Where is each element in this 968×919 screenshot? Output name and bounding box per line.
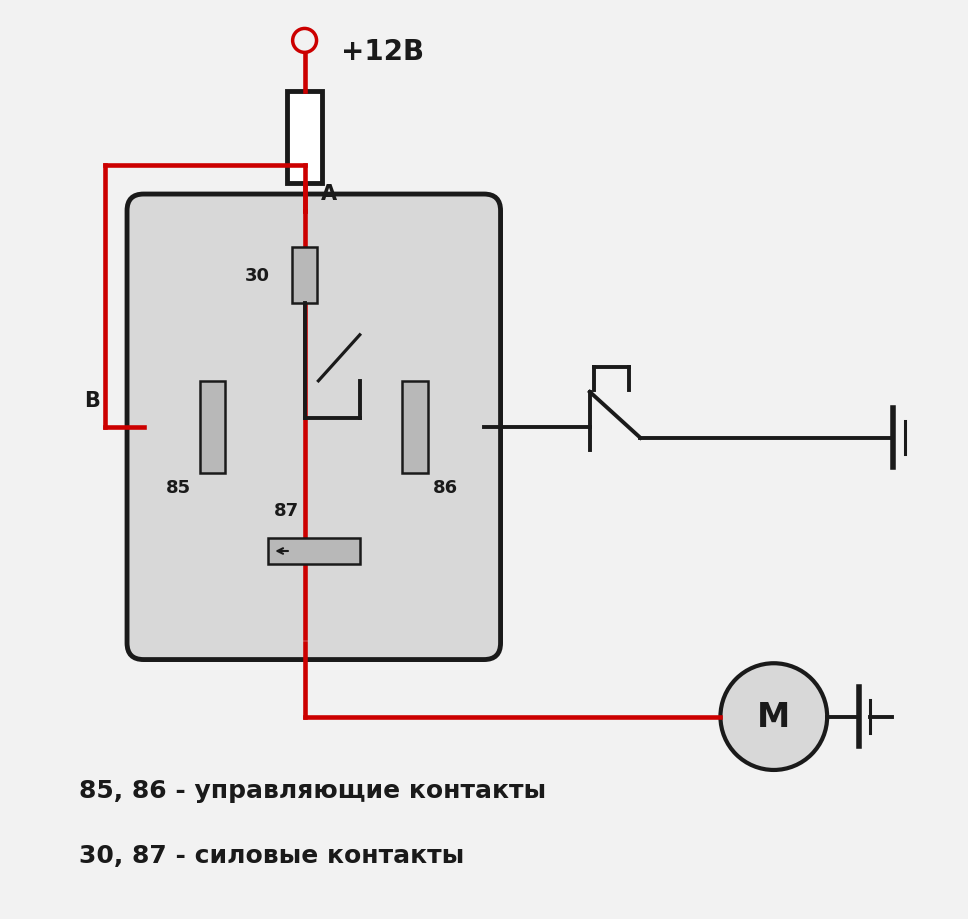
Bar (268, 539, 360, 564)
Text: 86: 86 (433, 478, 458, 496)
Text: 85: 85 (166, 478, 191, 496)
Text: А: А (321, 184, 337, 204)
Text: 30, 87 - силовые контакты: 30, 87 - силовые контакты (79, 843, 465, 867)
Text: 30: 30 (245, 267, 270, 285)
Text: 85, 86 - управляющие контакты: 85, 86 - управляющие контакты (79, 778, 546, 802)
Circle shape (720, 664, 828, 770)
Text: 87: 87 (274, 501, 299, 519)
Bar (287, 92, 322, 184)
Text: М: М (757, 700, 791, 733)
Bar (199, 381, 226, 473)
Circle shape (292, 29, 317, 53)
Bar (291, 248, 318, 303)
FancyBboxPatch shape (127, 195, 500, 660)
Bar (402, 381, 428, 473)
Text: +12В: +12В (342, 39, 425, 66)
Text: В: В (84, 391, 101, 411)
